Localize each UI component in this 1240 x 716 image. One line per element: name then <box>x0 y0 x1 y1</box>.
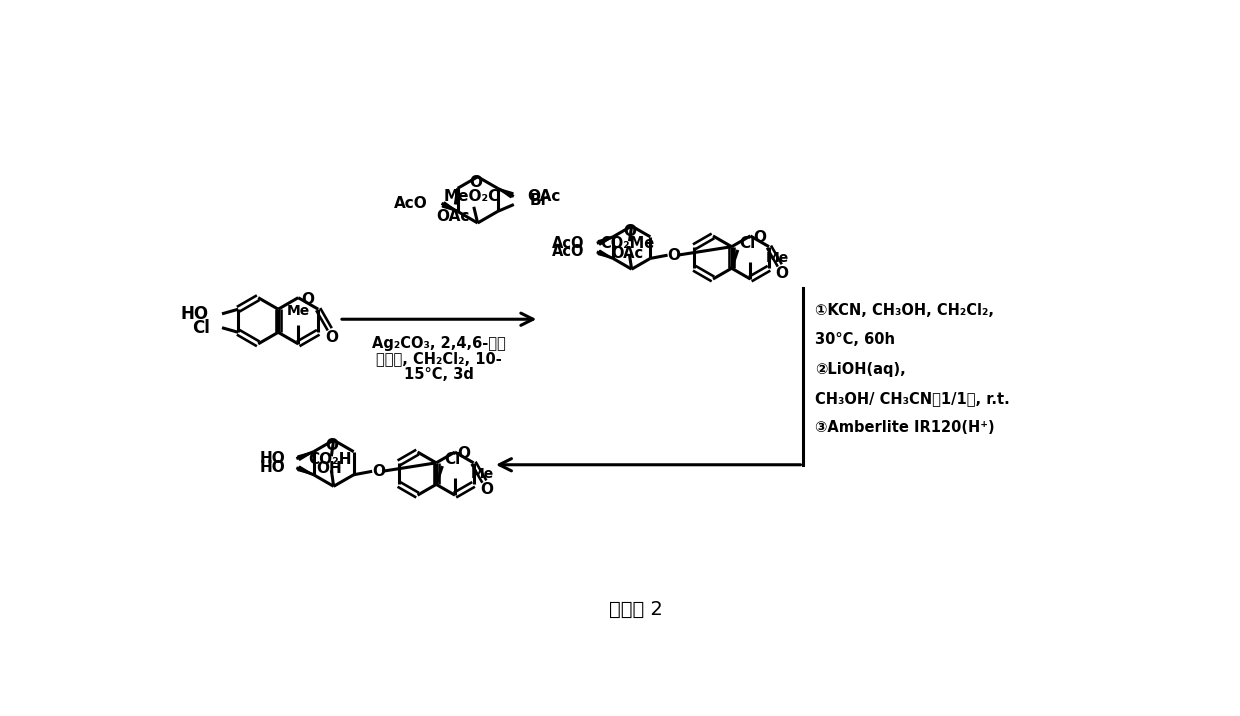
Text: Br: Br <box>529 193 548 208</box>
Text: O: O <box>458 446 471 461</box>
Text: HO: HO <box>260 460 285 475</box>
Text: OH: OH <box>316 461 342 476</box>
Text: O: O <box>301 291 314 306</box>
Text: Me: Me <box>766 251 789 265</box>
Text: AcO: AcO <box>552 236 584 251</box>
Polygon shape <box>497 188 513 198</box>
Text: HO: HO <box>260 451 285 466</box>
Text: OAc: OAc <box>436 209 470 224</box>
Text: 反应式 2: 反应式 2 <box>609 600 662 619</box>
Text: AcO: AcO <box>552 244 584 259</box>
Text: Cl: Cl <box>739 236 755 251</box>
Text: O: O <box>667 248 681 263</box>
Text: OAc: OAc <box>528 189 560 204</box>
Text: Me: Me <box>470 467 494 481</box>
Text: O: O <box>372 464 384 479</box>
Text: O: O <box>325 438 337 453</box>
Polygon shape <box>298 466 314 475</box>
Text: ③Amberlite IR120(H⁺): ③Amberlite IR120(H⁺) <box>815 420 994 435</box>
Text: Me: Me <box>286 304 310 318</box>
Text: O: O <box>624 224 636 239</box>
Text: 15°C, 3d: 15°C, 3d <box>404 367 474 382</box>
Text: O: O <box>480 482 494 497</box>
Polygon shape <box>298 452 314 460</box>
Text: ②LiOH(aq),: ②LiOH(aq), <box>815 362 905 377</box>
Text: O: O <box>775 266 789 281</box>
Text: CO₂H: CO₂H <box>308 452 352 467</box>
Text: O: O <box>326 329 339 344</box>
Text: HO: HO <box>180 305 208 323</box>
Text: AcO: AcO <box>394 196 428 211</box>
Text: Cl: Cl <box>192 319 210 337</box>
Polygon shape <box>598 250 613 258</box>
Text: 30°C, 60h: 30°C, 60h <box>815 332 895 347</box>
Polygon shape <box>598 237 613 245</box>
Text: CH₃OH/ CH₃CN（1/1）, r.t.: CH₃OH/ CH₃CN（1/1）, r.t. <box>815 391 1009 406</box>
Polygon shape <box>443 202 458 211</box>
Text: O: O <box>469 175 482 190</box>
Text: MeO₂C: MeO₂C <box>444 188 500 203</box>
Text: Cl: Cl <box>444 453 460 468</box>
Text: 基吵啤, CH₂Cl₂, 10-: 基吵啤, CH₂Cl₂, 10- <box>376 352 502 367</box>
Text: Ag₂CO₃, 2,4,6-三甲: Ag₂CO₃, 2,4,6-三甲 <box>372 337 506 351</box>
Text: ①KCN, CH₃OH, CH₂Cl₂,: ①KCN, CH₃OH, CH₂Cl₂, <box>815 303 994 318</box>
Text: OAc: OAc <box>611 246 644 261</box>
Text: O: O <box>753 230 766 245</box>
Text: CO₂Me: CO₂Me <box>600 236 655 251</box>
